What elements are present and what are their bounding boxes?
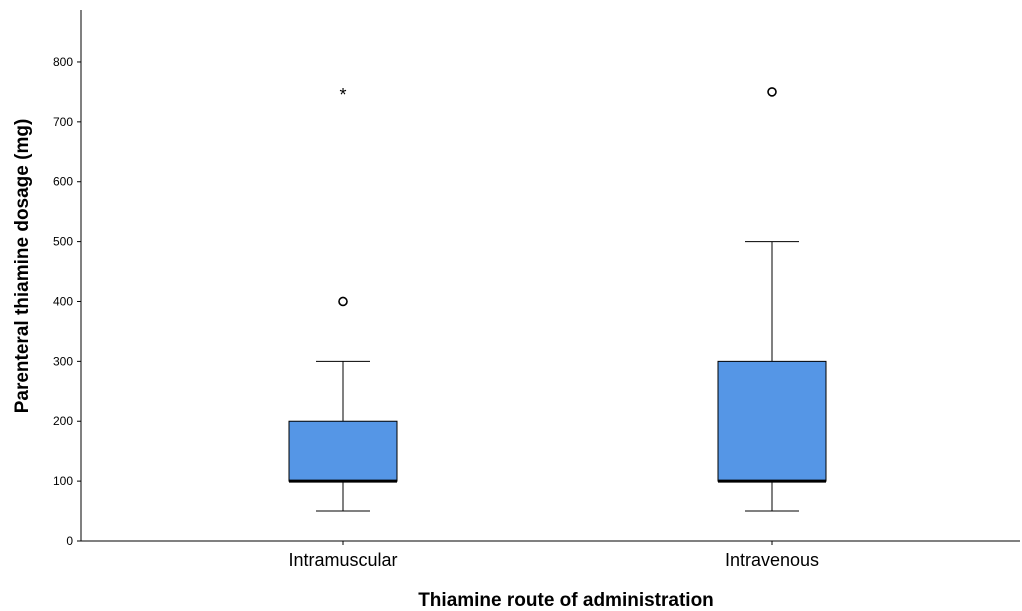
y-axis: 0 100 200 300 400 500 600 700 800 [53, 10, 82, 548]
y-tick-label: 800 [53, 55, 73, 69]
outlier-point [338, 296, 348, 307]
x-tick-label: Intramuscular [288, 550, 397, 570]
x-axis: Intramuscular Intravenous [81, 540, 1020, 570]
y-tick-label: 700 [53, 115, 73, 129]
y-axis-title: Parenteral thiamine dosage (mg) [12, 119, 33, 414]
box-intravenous [717, 87, 827, 512]
x-tick-label: Intravenous [725, 550, 819, 570]
y-tick-label: 0 [66, 534, 73, 548]
y-tick-label: 100 [53, 474, 73, 488]
y-tick-label: 400 [53, 294, 73, 308]
y-tick-label: 600 [53, 175, 73, 189]
outlier-point [767, 87, 777, 97]
iqr-box [717, 360, 827, 482]
box-intramuscular: * [288, 85, 398, 512]
y-tick-label: 200 [53, 414, 73, 428]
x-axis-title: Thiamine route of administration [418, 590, 714, 611]
boxes: * [288, 85, 827, 512]
y-tick-label: 300 [53, 354, 73, 368]
y-tick-label: 500 [53, 235, 73, 249]
extreme-point: * [339, 85, 346, 105]
iqr-box [288, 420, 398, 482]
